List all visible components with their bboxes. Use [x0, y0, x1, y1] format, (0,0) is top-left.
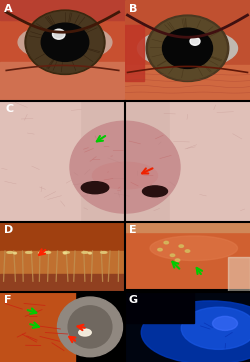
Polygon shape — [125, 222, 250, 232]
Polygon shape — [0, 62, 125, 101]
Circle shape — [38, 252, 42, 254]
Circle shape — [185, 250, 190, 252]
Ellipse shape — [142, 186, 168, 197]
Ellipse shape — [181, 307, 250, 349]
Polygon shape — [0, 101, 250, 222]
Circle shape — [27, 12, 103, 73]
Polygon shape — [0, 101, 80, 222]
Polygon shape — [170, 101, 250, 222]
Circle shape — [79, 329, 91, 336]
Polygon shape — [125, 66, 250, 101]
Circle shape — [149, 17, 226, 80]
Ellipse shape — [138, 28, 237, 68]
Ellipse shape — [82, 252, 88, 253]
Text: G: G — [129, 295, 138, 305]
Text: F: F — [4, 295, 11, 305]
Polygon shape — [0, 292, 75, 362]
Circle shape — [175, 259, 180, 261]
Circle shape — [25, 10, 105, 75]
Polygon shape — [228, 257, 250, 292]
Ellipse shape — [81, 182, 109, 194]
Polygon shape — [0, 0, 125, 101]
Polygon shape — [125, 25, 144, 80]
Ellipse shape — [70, 121, 180, 213]
Ellipse shape — [141, 301, 250, 362]
Polygon shape — [125, 292, 194, 323]
Ellipse shape — [58, 297, 122, 357]
Ellipse shape — [150, 236, 238, 261]
Ellipse shape — [63, 252, 69, 253]
Circle shape — [164, 241, 168, 244]
Polygon shape — [125, 223, 250, 288]
Ellipse shape — [68, 306, 112, 348]
Polygon shape — [0, 222, 125, 251]
Circle shape — [146, 15, 229, 81]
Circle shape — [170, 254, 175, 257]
Circle shape — [162, 28, 212, 68]
Circle shape — [64, 252, 66, 254]
Polygon shape — [0, 274, 125, 292]
Circle shape — [212, 316, 238, 331]
Polygon shape — [0, 0, 125, 20]
Circle shape — [179, 245, 184, 247]
Text: D: D — [4, 225, 13, 235]
Circle shape — [52, 29, 65, 39]
Circle shape — [41, 23, 89, 62]
Text: E: E — [129, 225, 136, 235]
Polygon shape — [0, 251, 125, 274]
Text: B: B — [129, 4, 137, 14]
Polygon shape — [125, 0, 250, 101]
Ellipse shape — [44, 252, 51, 253]
Ellipse shape — [7, 252, 13, 253]
Ellipse shape — [18, 23, 112, 62]
Circle shape — [158, 248, 162, 251]
Ellipse shape — [100, 252, 107, 253]
Text: A: A — [4, 4, 12, 14]
Circle shape — [190, 37, 200, 45]
Ellipse shape — [26, 252, 32, 253]
Ellipse shape — [92, 162, 158, 189]
Text: C: C — [5, 104, 13, 114]
Circle shape — [88, 252, 92, 254]
Polygon shape — [125, 292, 250, 362]
Circle shape — [14, 252, 16, 254]
